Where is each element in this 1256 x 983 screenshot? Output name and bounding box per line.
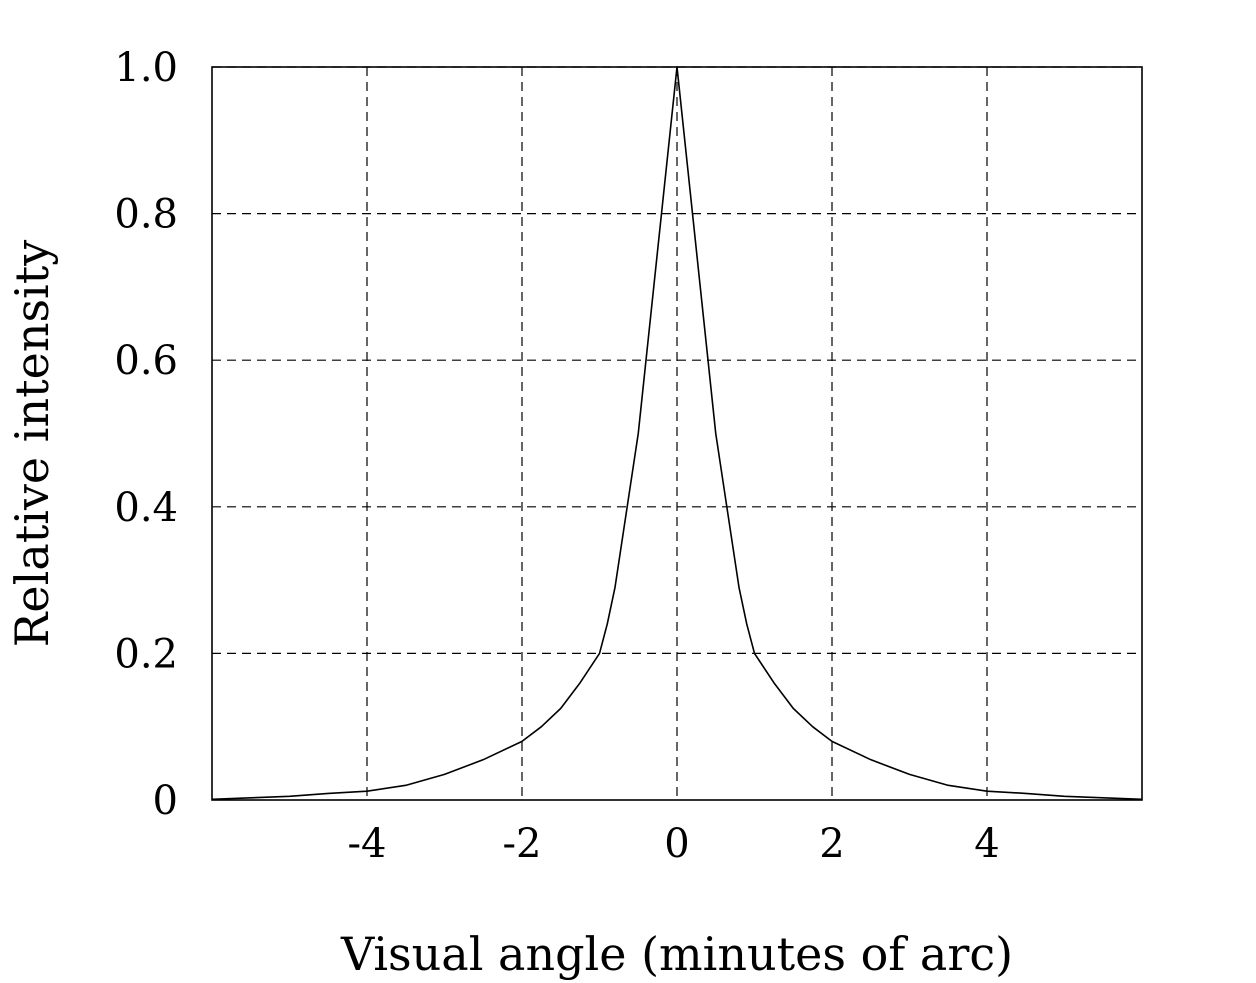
y-axis-label: Relative intensity [5,240,59,648]
plot-frame [211,66,1143,801]
y-tick-label: 0.4 [114,485,178,531]
x-tick-label: -4 [348,821,387,867]
x-tick-label: 2 [819,821,844,867]
y-tick-label: 0 [153,778,178,824]
x-tick-labels: -4 -2 0 2 4 [348,821,1000,867]
y-tick-label: 1.0 [114,45,178,91]
y-tick-labels: 0 0.2 0.4 0.6 0.8 1.0 [114,45,178,824]
x-axis-label: Visual angle (minutes of arc) [340,927,1013,981]
x-tick-label: -2 [503,821,542,867]
y-tick-label: 0.6 [114,338,178,384]
y-tick-label: 0.8 [114,192,178,238]
y-tick-label: 0.2 [114,631,178,677]
grid [212,66,1142,800]
x-tick-label: 4 [974,821,999,867]
x-tick-label: 0 [664,821,689,867]
